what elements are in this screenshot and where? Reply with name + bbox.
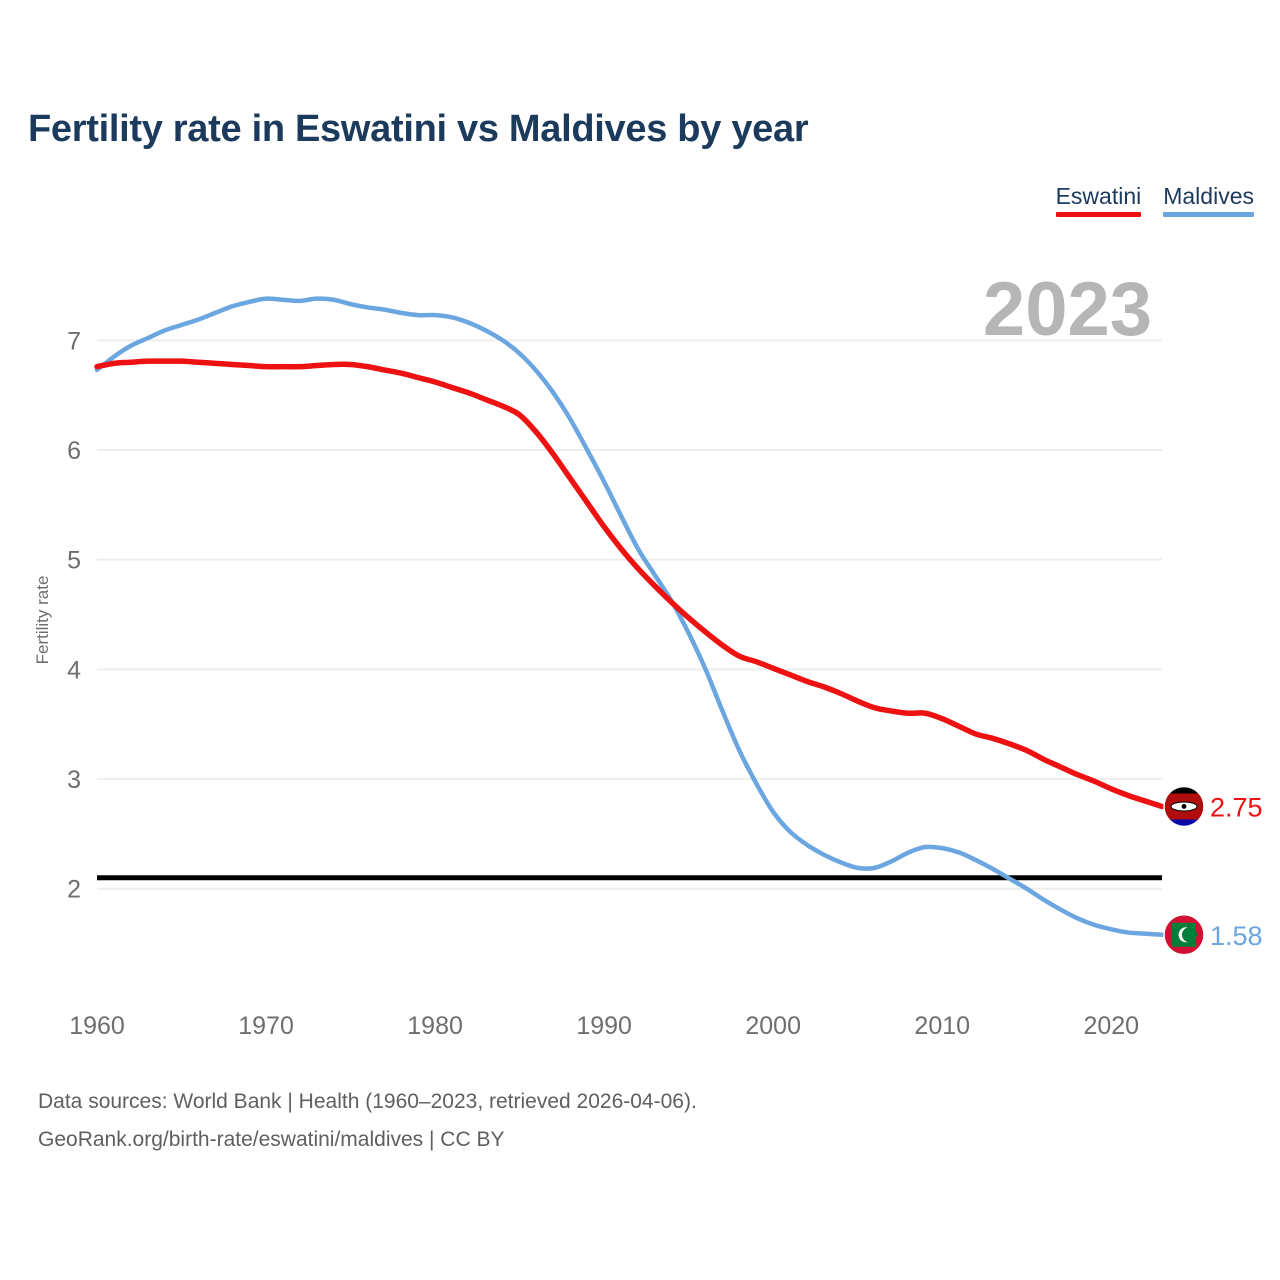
x-tick-label: 2010: [914, 1012, 970, 1040]
y-tick-label: 5: [67, 547, 81, 575]
x-tick-label: 2020: [1083, 1012, 1139, 1040]
y-axis-ticks: 2 3 4 5 6 7: [67, 327, 81, 903]
line-chart: 2 3 4 5 6 7 1960 1970 1980 1990 2000 2010 2020 Fert…: [33, 296, 1263, 1040]
legend-item-maldives[interactable]: Maldives: [1163, 182, 1254, 217]
end-value-eswatini: 2.75: [1210, 792, 1263, 822]
y-tick-label: 6: [67, 437, 81, 465]
y-tick-label: 7: [67, 327, 81, 355]
end-label-maldives[interactable]: 1.58: [1162, 914, 1263, 956]
eswatini-flag-icon: [1164, 786, 1204, 827]
gridlines: [97, 339, 1162, 890]
x-tick-label: 1990: [576, 1012, 632, 1040]
series-line-maldives: [94, 296, 1165, 938]
chart-legend: Eswatini Maldives: [1055, 182, 1254, 217]
footer-line-2: GeoRank.org/birth-rate/eswatini/maldives…: [38, 1128, 505, 1151]
legend-swatch-eswatini: [1055, 212, 1142, 217]
legend-label-maldives: Maldives: [1163, 183, 1254, 209]
y-axis-title: Fertility rate: [33, 576, 52, 665]
x-tick-label: 2000: [745, 1012, 801, 1040]
end-value-maldives: 1.58: [1210, 921, 1263, 951]
y-tick-label: 4: [67, 656, 81, 684]
footer-line-1: Data sources: World Bank | Health (1960–…: [38, 1090, 697, 1113]
x-tick-label: 1970: [238, 1012, 294, 1040]
series-line-eswatini: [94, 358, 1165, 810]
end-label-eswatini[interactable]: 2.75: [1162, 785, 1263, 828]
legend-swatch-maldives: [1163, 212, 1254, 217]
x-axis-ticks: 1960 1970 1980 1990 2000 2010 2020: [69, 1012, 1139, 1040]
maldives-flag-icon: [1164, 914, 1204, 955]
year-watermark: 2023: [982, 267, 1152, 352]
x-tick-label: 1980: [407, 1012, 463, 1040]
legend-item-eswatini[interactable]: Eswatini: [1055, 182, 1142, 217]
y-tick-label: 3: [67, 766, 81, 794]
legend-label-eswatini: Eswatini: [1055, 183, 1142, 209]
footer-credits: Data sources: World Bank | Health (1960–…: [38, 1083, 697, 1159]
x-tick-label: 1960: [69, 1012, 125, 1040]
y-tick-label: 2: [67, 876, 81, 904]
page-title: Fertility rate in Eswatini vs Maldives b…: [28, 108, 809, 150]
